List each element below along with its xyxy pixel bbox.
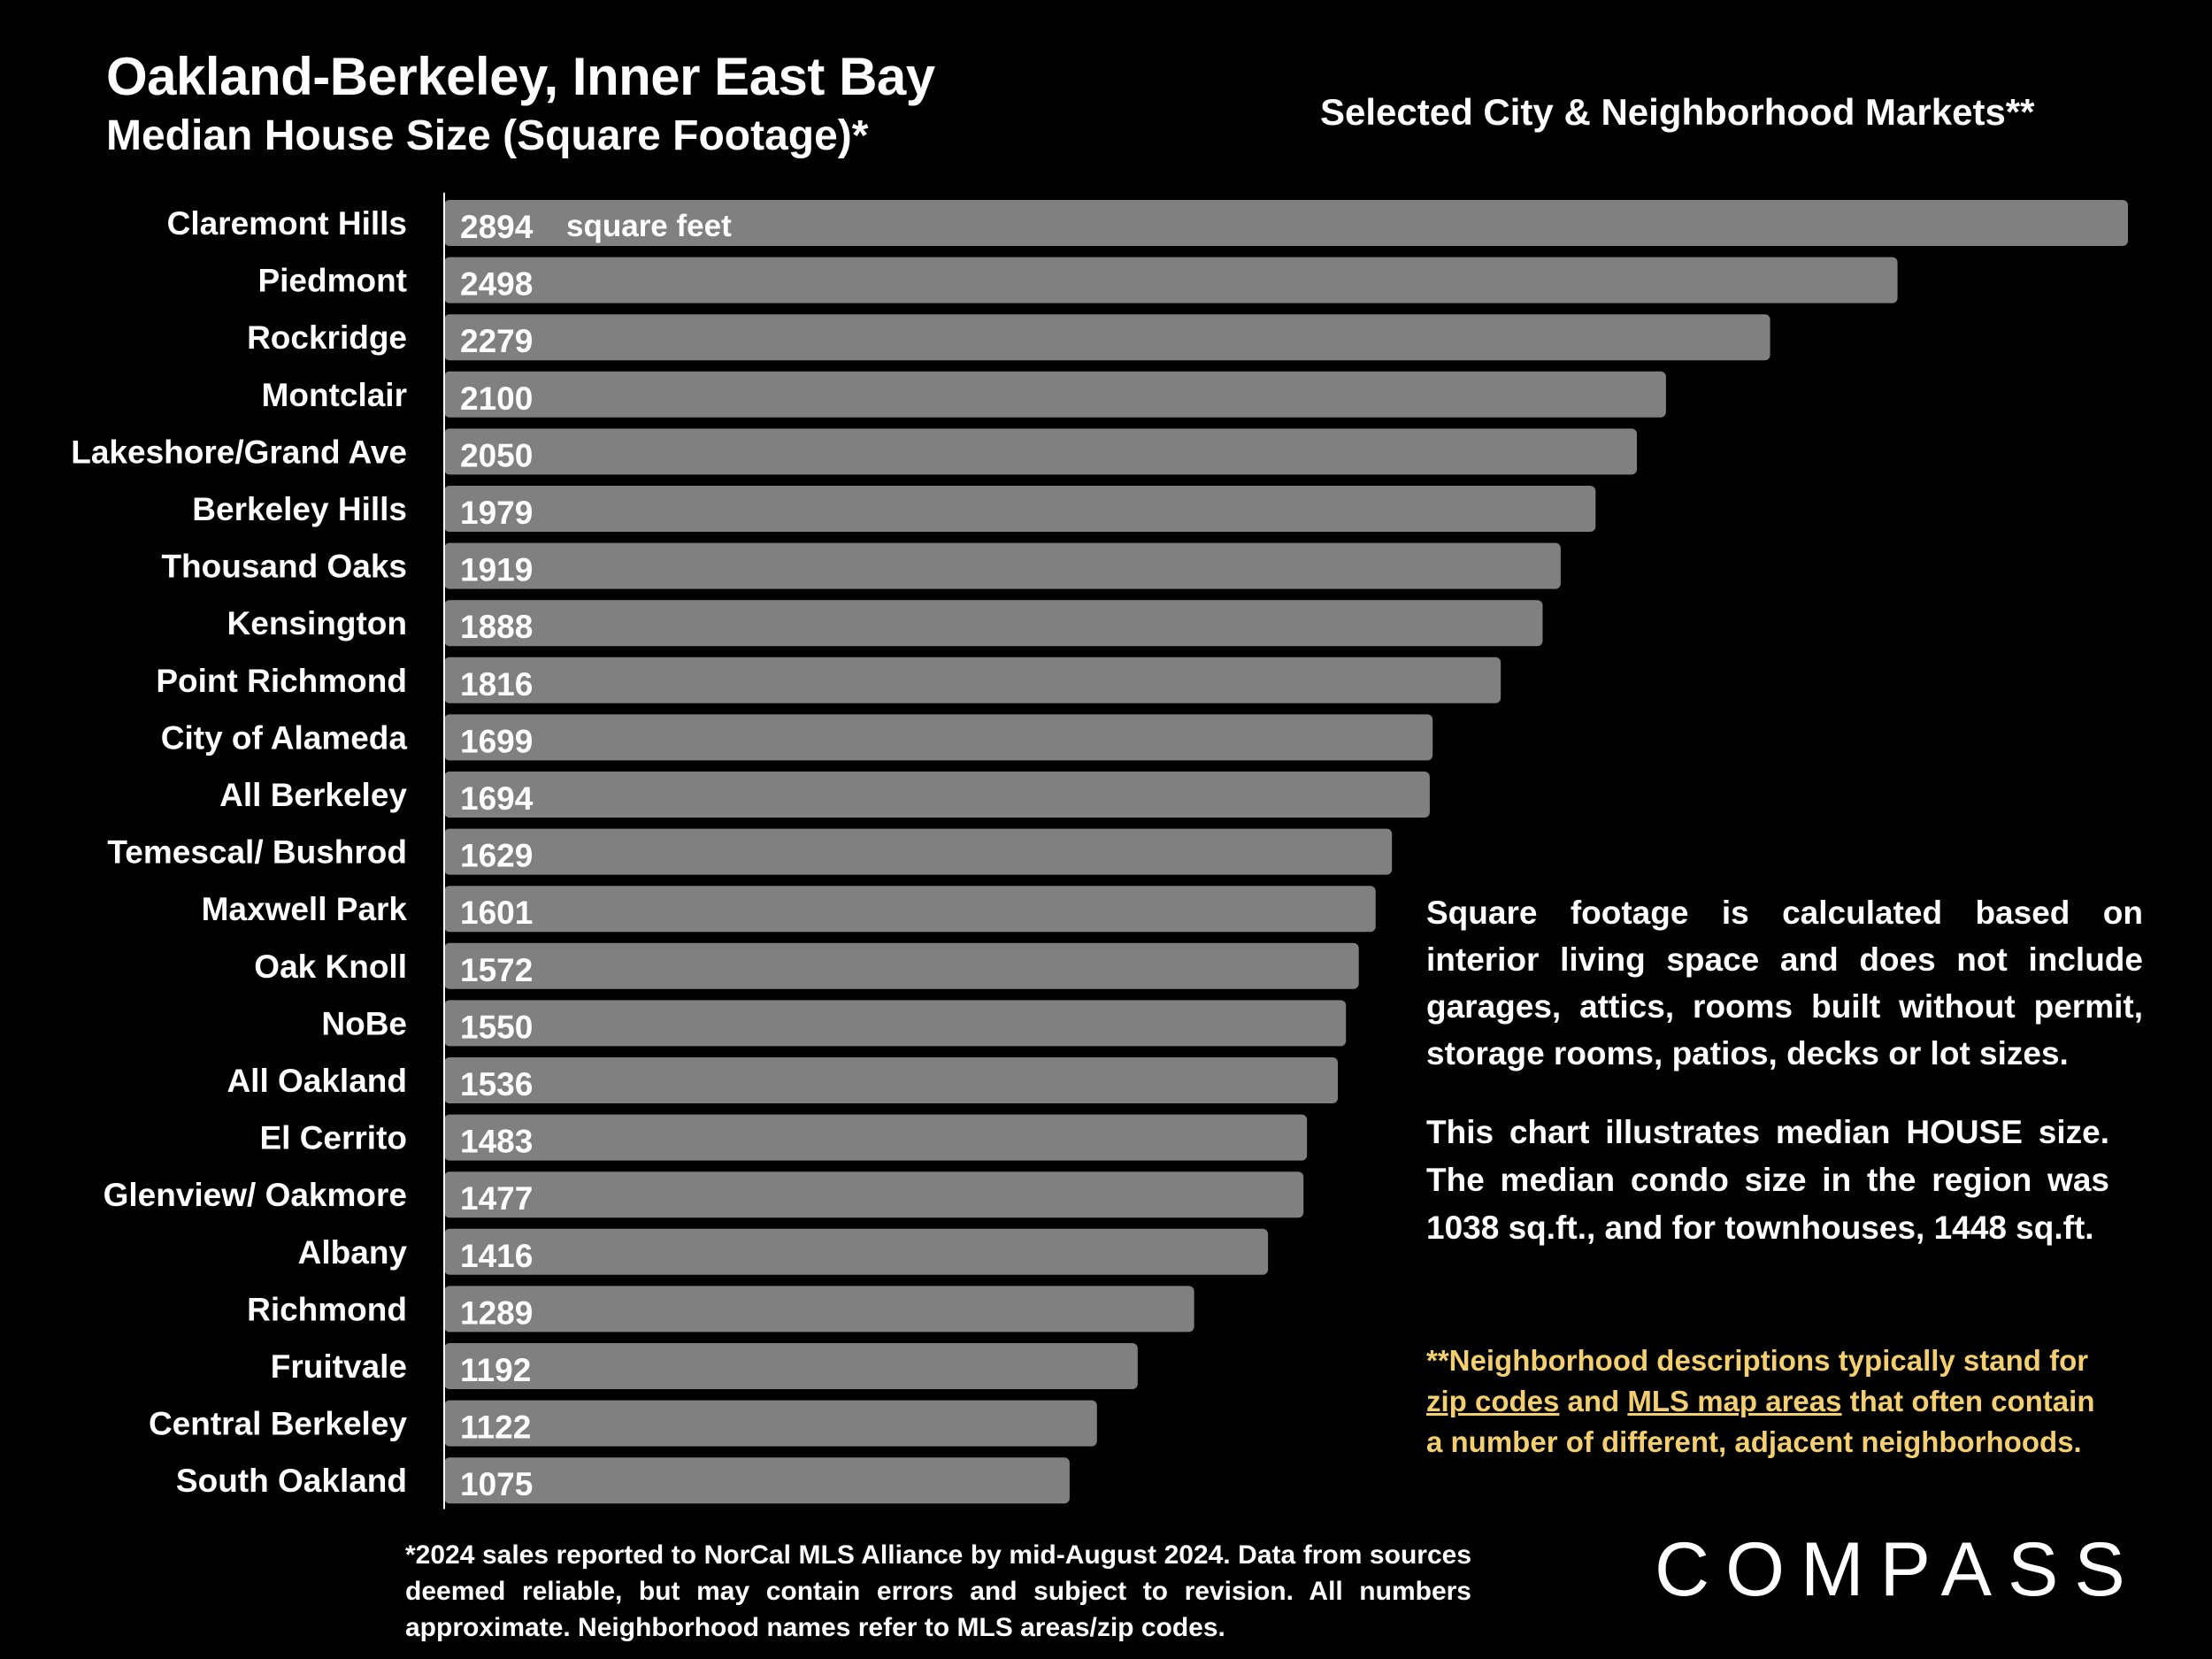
data-label: 2498 xyxy=(460,266,533,303)
bar xyxy=(444,714,1433,761)
bar xyxy=(444,1171,1304,1218)
category-label: Glenview/ Oakmore xyxy=(104,1177,407,1213)
compass-logo: COMPASS xyxy=(1655,1527,2141,1612)
bar xyxy=(444,942,1359,989)
category-label: Rockridge xyxy=(247,319,407,356)
zip-codes-link[interactable]: zip codes xyxy=(1426,1385,1560,1417)
category-label: Piedmont xyxy=(257,263,407,299)
data-label: 1601 xyxy=(460,895,533,931)
category-label: Oak Knoll xyxy=(254,949,407,985)
data-label: 1192 xyxy=(460,1352,531,1388)
bar xyxy=(444,1228,1269,1275)
category-label: All Oakland xyxy=(227,1063,407,1099)
category-label: City of Alameda xyxy=(161,719,408,756)
markets-heading: Selected City & Neighborhood Markets** xyxy=(1320,91,2035,133)
data-label: 1629 xyxy=(460,838,533,874)
unit-label: square feet xyxy=(566,209,732,243)
category-label: Montclair xyxy=(262,377,407,413)
category-label: Point Richmond xyxy=(156,663,407,699)
data-label: 1075 xyxy=(460,1466,533,1502)
category-label: NoBe xyxy=(321,1005,407,1041)
category-label: All Berkeley xyxy=(219,777,407,813)
data-label: 2279 xyxy=(460,323,533,359)
bar xyxy=(444,886,1376,933)
neighborhood-note: **Neighborhood descriptions typically st… xyxy=(1426,1340,2109,1463)
data-label: 1477 xyxy=(460,1180,533,1217)
neighborhood-note-text: that often contain a number of different… xyxy=(1426,1385,2095,1458)
category-label: Lakeshore/Grand Ave xyxy=(71,434,407,470)
bar xyxy=(444,486,1596,532)
comparison-note: This chart illustrates median HOUSE size… xyxy=(1426,1114,2109,1246)
bar xyxy=(444,772,1430,818)
data-label: 1699 xyxy=(460,723,533,759)
bar xyxy=(444,200,2128,246)
data-label: 1919 xyxy=(460,552,533,588)
bar xyxy=(444,657,1502,703)
bar xyxy=(444,542,1561,589)
category-label: Richmond xyxy=(247,1291,407,1327)
bar xyxy=(444,1114,1308,1161)
data-label: 1122 xyxy=(460,1409,531,1446)
bar xyxy=(444,257,1898,303)
category-label: Berkeley Hills xyxy=(192,491,407,527)
category-label: Central Berkeley xyxy=(149,1406,407,1442)
data-label: 1816 xyxy=(460,666,533,703)
category-label: Claremont Hills xyxy=(167,205,407,242)
neighborhood-note-text: and xyxy=(1559,1385,1628,1417)
category-label: South Oakland xyxy=(176,1463,407,1499)
data-label: 1550 xyxy=(460,1009,533,1045)
data-label: 1694 xyxy=(460,780,534,817)
data-label: 1888 xyxy=(460,609,533,645)
data-label: 1979 xyxy=(460,495,533,531)
chart-subtitle: Median House Size (Square Footage)* xyxy=(106,112,869,159)
bar xyxy=(444,1000,1347,1047)
category-label: Temescal/ Bushrod xyxy=(107,834,407,871)
category-label: Thousand Oaks xyxy=(161,549,407,585)
data-label: 2894 xyxy=(460,209,534,245)
bar xyxy=(444,828,1393,875)
mls-map-areas-link[interactable]: MLS map areas xyxy=(1627,1385,1842,1417)
footnote: *2024 sales reported to NorCal MLS Allia… xyxy=(405,1540,1471,1642)
bar xyxy=(444,371,1666,418)
bar xyxy=(444,1457,1070,1504)
data-label: 2100 xyxy=(460,380,533,417)
data-label: 1483 xyxy=(460,1124,533,1160)
bar xyxy=(444,1400,1097,1447)
bar xyxy=(444,600,1543,647)
category-label: Maxwell Park xyxy=(202,891,408,927)
category-label: Albany xyxy=(298,1234,408,1271)
category-label: Fruitvale xyxy=(271,1348,407,1385)
bar xyxy=(444,314,1770,361)
definition-note: Square footage is calculated based on in… xyxy=(1426,895,2143,1071)
bar xyxy=(444,1057,1339,1103)
category-label: Kensington xyxy=(227,605,407,641)
bar xyxy=(444,1286,1194,1333)
data-label: 2050 xyxy=(460,437,533,473)
bar xyxy=(444,428,1638,475)
neighborhood-note-text: **Neighborhood descriptions typically st… xyxy=(1426,1344,2089,1377)
category-label: El Cerrito xyxy=(259,1120,407,1156)
data-label: 1289 xyxy=(460,1294,533,1331)
data-label: 1536 xyxy=(460,1066,533,1102)
data-label: 1416 xyxy=(460,1238,533,1274)
bar-chart: Claremont Hills 2894 square feet Piedmont 24… xyxy=(71,192,2128,1509)
data-label: 1572 xyxy=(460,952,533,988)
bar xyxy=(444,1343,1138,1389)
chart-title: Oakland-Berkeley, Inner East Bay xyxy=(106,47,935,106)
